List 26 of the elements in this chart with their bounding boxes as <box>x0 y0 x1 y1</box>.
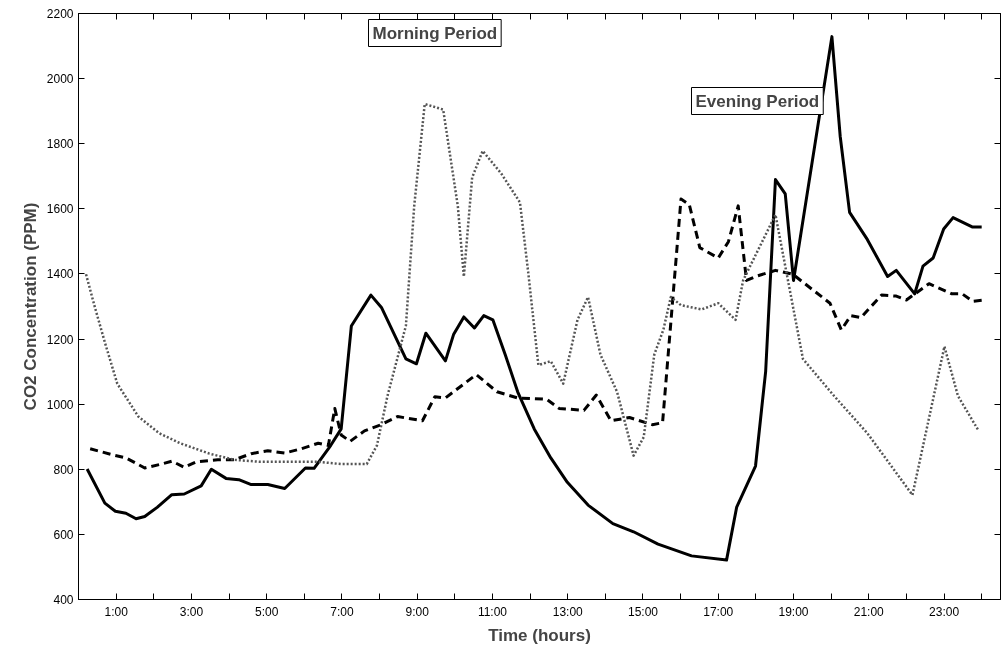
x-tick-label: 11:00 <box>477 604 508 619</box>
y-tick-label: 2200 <box>46 7 74 21</box>
x-tick-label: 1:00 <box>104 604 129 619</box>
y-tick-label: 1200 <box>46 332 74 347</box>
x-tick-label: 21:00 <box>853 604 885 619</box>
x-axis-title: Time (hours) <box>488 625 591 645</box>
x-tick-label: 5:00 <box>254 604 279 619</box>
annotation: Morning Period <box>372 23 498 43</box>
y-tick-label: 2000 <box>46 72 74 87</box>
y-tick-label: 1000 <box>46 397 74 412</box>
x-tick-label: 7:00 <box>330 604 354 619</box>
x-tick-label: 9:00 <box>405 604 430 619</box>
y-tick-label: 800 <box>53 462 74 477</box>
x-tick-label: 15:00 <box>627 604 659 619</box>
y-tick-label: 1600 <box>46 202 74 217</box>
y-tick-label: 600 <box>53 527 74 542</box>
x-tick-label: 23:00 <box>929 604 960 619</box>
x-tick-label: 17:00 <box>703 604 734 619</box>
y-axis-title: CO2 Concentration (PPM) <box>20 202 40 411</box>
y-tick-label: 1400 <box>46 267 74 282</box>
x-tick-label: 3:00 <box>179 604 204 619</box>
y-tick-label: 400 <box>53 593 74 607</box>
x-tick-label: 13:00 <box>552 604 584 619</box>
y-tick-label: 1800 <box>46 137 74 152</box>
annotation: Evening Period <box>695 91 820 111</box>
x-tick-label: 19:00 <box>778 604 809 619</box>
